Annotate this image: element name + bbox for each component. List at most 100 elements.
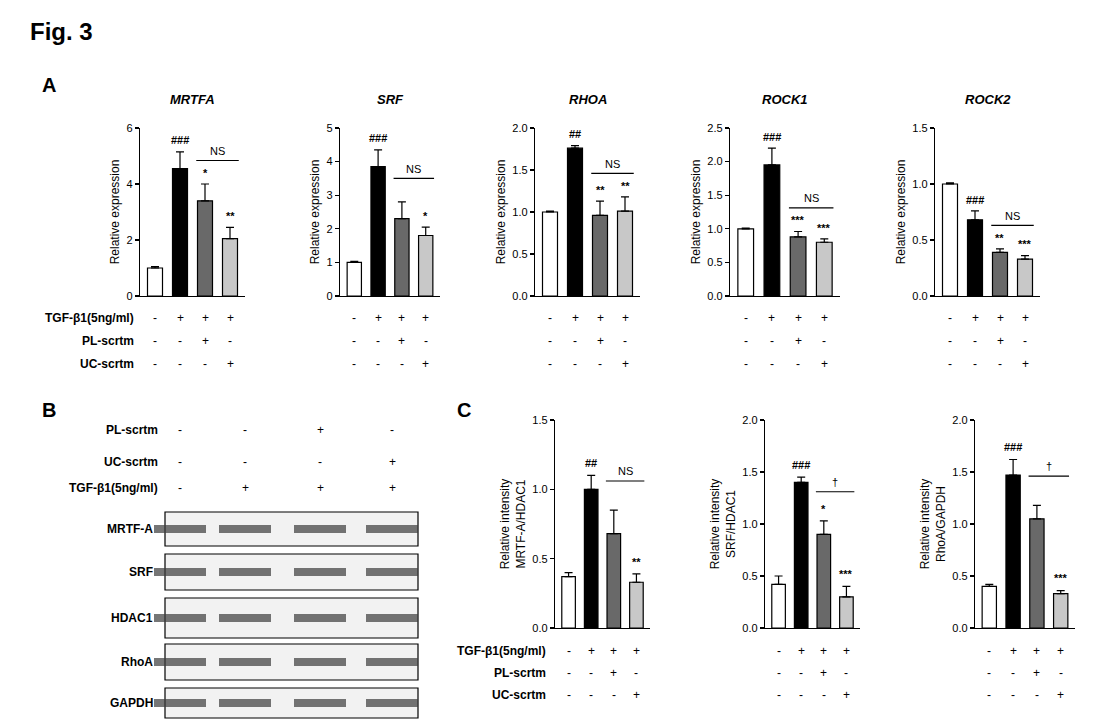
svg-text:2.0: 2.0 — [742, 414, 757, 426]
svg-text:+: + — [795, 334, 802, 348]
svg-text:**: ** — [632, 556, 641, 568]
svg-text:-: - — [948, 357, 952, 371]
svg-text:2: 2 — [326, 223, 332, 235]
svg-text:0.0: 0.0 — [512, 290, 527, 302]
svg-text:2.0: 2.0 — [707, 155, 722, 167]
svg-text:MRTFA: MRTFA — [170, 92, 215, 107]
svg-text:Relative expression: Relative expression — [894, 160, 908, 265]
svg-text:-: - — [623, 334, 627, 348]
svg-text:-: - — [178, 455, 182, 469]
svg-text:PL-scrtm: PL-scrtm — [494, 666, 546, 680]
svg-text:RhoA: RhoA — [121, 655, 153, 669]
svg-text:Relative expression: Relative expression — [308, 160, 322, 265]
svg-text:-: - — [153, 357, 157, 371]
svg-text:+: + — [1022, 357, 1029, 371]
svg-text:Fig. 3: Fig. 3 — [30, 18, 93, 45]
svg-text:-: - — [153, 334, 157, 348]
svg-text:-: - — [178, 423, 182, 437]
svg-text:+: + — [177, 311, 184, 325]
svg-text:+: + — [317, 481, 324, 495]
svg-text:+: + — [1057, 688, 1064, 702]
svg-text:###: ### — [763, 131, 781, 143]
svg-text:-: - — [589, 688, 593, 702]
svg-text:1.0: 1.0 — [532, 483, 547, 495]
svg-text:##: ## — [569, 128, 581, 140]
svg-text:-: - — [548, 357, 552, 371]
svg-text:+: + — [1033, 644, 1040, 658]
svg-text:-: - — [777, 688, 781, 702]
svg-text:1.0: 1.0 — [707, 223, 722, 235]
svg-text:2.5: 2.5 — [707, 122, 722, 134]
svg-text:+: + — [422, 311, 429, 325]
svg-text:-: - — [589, 666, 593, 680]
svg-text:+: + — [843, 644, 850, 658]
svg-text:+: + — [588, 644, 595, 658]
svg-text:-: - — [987, 666, 991, 680]
svg-text:*: * — [821, 503, 826, 515]
svg-text:+: + — [597, 311, 604, 325]
svg-text:###: ### — [171, 134, 189, 146]
svg-text:+: + — [422, 357, 429, 371]
svg-text:***: *** — [1054, 572, 1068, 584]
svg-text:1.5: 1.5 — [512, 164, 527, 176]
svg-text:+: + — [398, 334, 405, 348]
svg-text:-: - — [822, 334, 826, 348]
svg-text:Relative intensityRhoA/GAPDH: Relative intensityRhoA/GAPDH — [918, 479, 948, 570]
svg-text:-: - — [573, 334, 577, 348]
svg-text:##: ## — [585, 457, 597, 469]
svg-text:-: - — [844, 666, 848, 680]
svg-text:+: + — [572, 311, 579, 325]
svg-text:-: - — [799, 688, 803, 702]
svg-text:Relative intensityMRTF-A/HDAC1: Relative intensityMRTF-A/HDAC1 — [498, 479, 528, 570]
svg-text:RHOA: RHOA — [569, 92, 607, 107]
svg-text:0: 0 — [126, 290, 132, 302]
svg-text:***: *** — [839, 568, 853, 580]
svg-text:*: * — [203, 167, 208, 179]
svg-text:-: - — [973, 357, 977, 371]
svg-text:*: * — [423, 210, 428, 222]
svg-text:1: 1 — [326, 256, 332, 268]
svg-text:-: - — [987, 644, 991, 658]
svg-text:***: *** — [791, 214, 805, 226]
svg-text:###: ### — [792, 459, 810, 471]
svg-text:-: - — [567, 644, 571, 658]
svg-text:-: - — [243, 455, 247, 469]
svg-text:+: + — [317, 423, 324, 437]
svg-text:2: 2 — [126, 234, 132, 246]
svg-text:-: - — [998, 357, 1002, 371]
svg-text:-: - — [178, 334, 182, 348]
svg-text:+: + — [398, 311, 405, 325]
svg-text:1.5: 1.5 — [952, 466, 967, 478]
svg-text:+: + — [997, 311, 1004, 325]
svg-text:0.5: 0.5 — [532, 553, 547, 565]
svg-text:-: - — [777, 644, 781, 658]
svg-text:PL-scrtm: PL-scrtm — [106, 423, 158, 437]
svg-text:0.5: 0.5 — [912, 234, 927, 246]
svg-text:+: + — [1033, 666, 1040, 680]
svg-text:Relative intensitySRF/HDAC1: Relative intensitySRF/HDAC1 — [708, 479, 738, 570]
svg-text:+: + — [633, 644, 640, 658]
svg-text:NS: NS — [1005, 210, 1020, 222]
svg-text:-: - — [634, 666, 638, 680]
svg-text:UC-scrtm: UC-scrtm — [492, 688, 546, 702]
svg-text:+: + — [622, 357, 629, 371]
svg-text:UC-scrtm: UC-scrtm — [104, 455, 158, 469]
svg-text:+: + — [597, 334, 604, 348]
svg-text:SRF: SRF — [377, 92, 404, 107]
svg-text:+: + — [997, 334, 1004, 348]
svg-text:TGF-β1(5ng/ml): TGF-β1(5ng/ml) — [69, 481, 158, 495]
svg-text:NS: NS — [605, 158, 620, 170]
svg-text:-: - — [973, 334, 977, 348]
svg-text:0.0: 0.0 — [707, 290, 722, 302]
svg-text:-: - — [153, 311, 157, 325]
svg-text:-: - — [400, 357, 404, 371]
svg-text:+: + — [227, 357, 234, 371]
svg-text:TGF-β1(5ng/ml): TGF-β1(5ng/ml) — [45, 311, 134, 325]
svg-text:-: - — [796, 357, 800, 371]
svg-text:2.0: 2.0 — [952, 414, 967, 426]
svg-text:4: 4 — [126, 178, 132, 190]
svg-text:-: - — [744, 311, 748, 325]
svg-text:**: ** — [621, 180, 630, 192]
svg-text:-: - — [178, 481, 182, 495]
svg-text:1.0: 1.0 — [912, 178, 927, 190]
